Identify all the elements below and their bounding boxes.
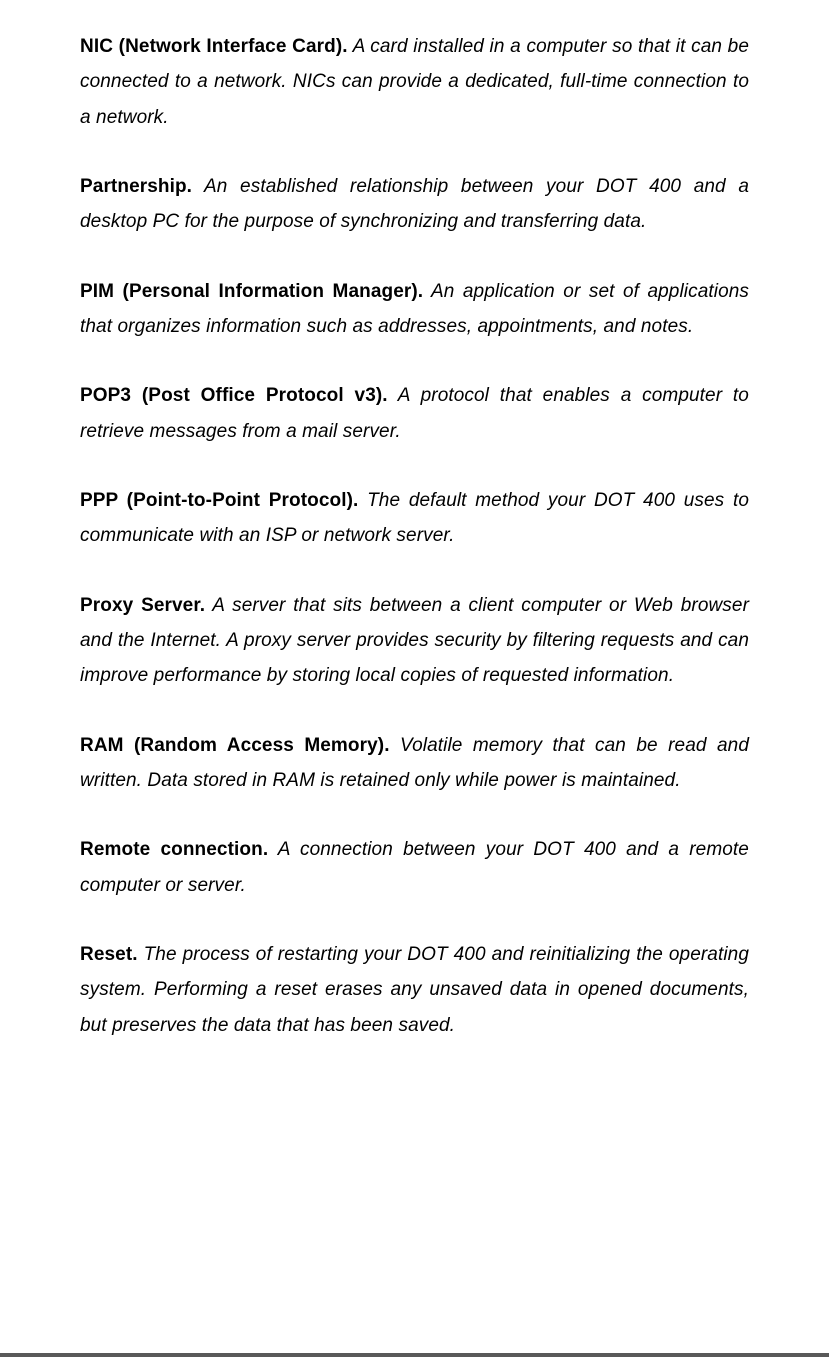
glossary-term: PPP (Point-to-Point Protocol). [80,490,358,511]
glossary-entry: Partnership. An established relationship… [80,169,749,240]
glossary-definition: The process of restarting your DOT 400 a… [80,944,749,1036]
glossary-term: Reset. [80,944,138,965]
glossary-term: NIC (Network Interface Card). [80,36,348,57]
footer-divider [0,1353,829,1357]
glossary-term: PIM (Personal Information Manager). [80,281,423,302]
glossary-entry: NIC (Network Interface Card). A card ins… [80,29,749,135]
glossary-entry: Proxy Server. A server that sits between… [80,588,749,694]
glossary-entry: Remote connection. A connection between … [80,832,749,903]
glossary-entry: RAM (Random Access Memory). Volatile mem… [80,728,749,799]
glossary-entry: PIM (Personal Information Manager). An a… [80,274,749,345]
document-page: NIC (Network Interface Card). A card ins… [0,0,829,1357]
glossary-entry: PPP (Point-to-Point Protocol). The defau… [80,483,749,554]
glossary-term: Partnership. [80,176,192,197]
glossary-term: Remote connection. [80,839,268,860]
glossary-term: Proxy Server. [80,595,205,616]
glossary-entry: POP3 (Post Office Protocol v3). A protoc… [80,378,749,449]
glossary-term: POP3 (Post Office Protocol v3). [80,385,388,406]
glossary-term: RAM (Random Access Memory). [80,735,390,756]
glossary-entry: Reset. The process of restarting your DO… [80,937,749,1043]
